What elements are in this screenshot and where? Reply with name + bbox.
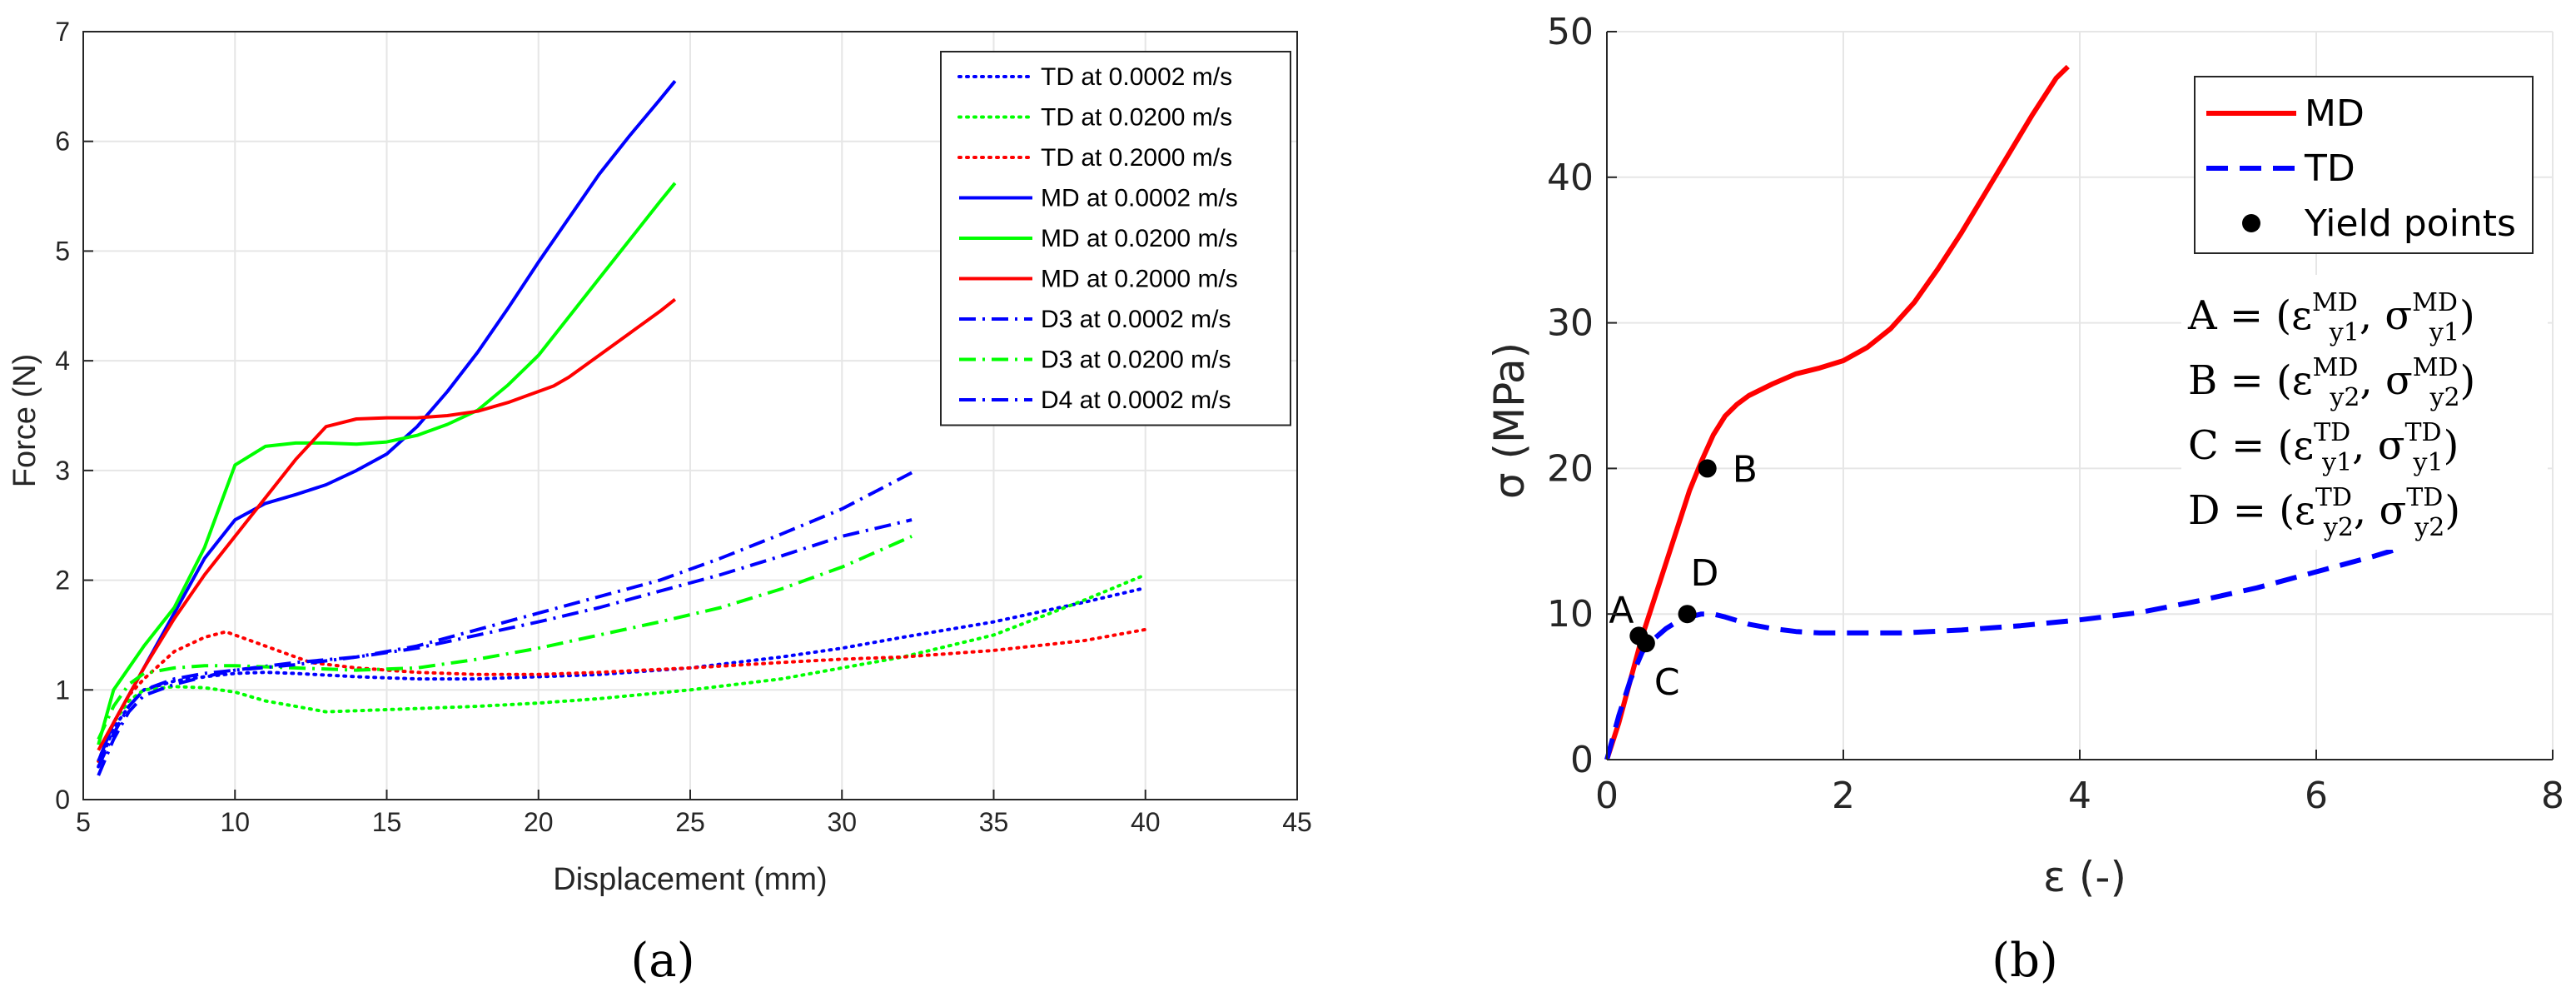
panel-b-yield-points: A B C D [1609, 448, 1758, 704]
panel-a-legend-label: TD at 0.0200 m/s [1041, 104, 1232, 132]
panel-b-ticks: 0 2 4 6 8 0 10 20 30 40 50 [1547, 11, 2564, 817]
panel-b-label: (b) [1992, 934, 2058, 988]
panel-b-yield-point-marker [1636, 634, 1655, 653]
panel-a-y-tick-label: 7 [55, 17, 70, 47]
panel-b-y-tick-label: 0 [1570, 739, 1594, 781]
panel-b-equation: D = (εTD y2, σTD y2) [2188, 483, 2460, 542]
panel-a-series-line [97, 297, 677, 751]
panel-a-legend: TD at 0.0002 m/s TD at 0.0200 m/s TD at 0.… [940, 51, 1291, 426]
panel-b-y-tick-label: 50 [1547, 11, 1594, 53]
panel-a-x-tick-label: 35 [979, 807, 1009, 837]
panel-b-y-tick-label: 40 [1547, 157, 1594, 199]
panel-b-yield-point-label: D [1691, 552, 1719, 595]
panel-a-y-tick-label: 5 [55, 236, 70, 266]
panel-a-x-axis-label: Displacement (mm) [553, 862, 827, 897]
panel-a-y-tick-label: 6 [55, 127, 70, 157]
panel-b-yield-point-label: A [1609, 589, 1634, 631]
panel-a-x-tick-label: 45 [1282, 807, 1312, 837]
panel-b-series [1604, 64, 2424, 760]
panel-a-legend-label: MD at 0.0200 m/s [1041, 225, 1238, 252]
panel-b-y-tick-label: 20 [1547, 447, 1594, 490]
panel-a-series-line [97, 80, 677, 762]
panel-b-equations: A = (εMD y1, σMD y1) B = (εMD y2, σMD y2) C = … [2181, 275, 2548, 550]
panel-a-y-tick-label: 2 [55, 566, 70, 596]
panel-b-equation: A = (εMD y1, σMD y1) [2187, 288, 2475, 347]
panel-b-legend: MD TD Yield points [2194, 76, 2534, 254]
panel-b-y-tick-label: 30 [1547, 302, 1594, 345]
panel-b-chart: A B C D 0 2 4 6 8 0 10 20 30 40 50 ε (-) σ (MPa) MD TD… [1485, 11, 2564, 988]
panel-b-y-tick-label: 10 [1547, 593, 1594, 636]
panel-a-series-line [97, 573, 1147, 763]
panel-a-x-tick-label: 10 [220, 807, 250, 837]
panel-a-legend-label: D3 at 0.0200 m/s [1041, 346, 1231, 374]
panel-a-series-line [97, 586, 1147, 769]
panel-b-equation: C = (εTD y1, σTD y1) [2188, 418, 2459, 477]
panel-a-x-tick-label: 15 [372, 807, 402, 837]
panel-b-yield-point-marker [1678, 605, 1697, 624]
panel-a-x-tick-label: 25 [675, 807, 705, 837]
panel-a-series-line [97, 471, 913, 768]
panel-b-yield-point-label: C [1654, 661, 1680, 704]
panel-b-series-td-line [1604, 538, 2424, 760]
panel-b-legend-swatch [2242, 214, 2260, 232]
panel-b-x-tick-label: 6 [2305, 775, 2328, 817]
panel-a-y-tick-label: 0 [55, 785, 70, 815]
panel-b-series-md-line [1604, 64, 2070, 760]
panel-b-x-tick-label: 2 [1832, 775, 1855, 817]
panel-b-x-tick-label: 4 [2068, 775, 2091, 817]
panel-a-y-tick-label: 4 [55, 346, 70, 376]
panel-b-legend-label: MD [2305, 92, 2365, 135]
panel-b-legend-label: TD [2304, 147, 2355, 190]
panel-a-series [97, 80, 1147, 776]
panel-a-x-tick-label: 40 [1131, 807, 1161, 837]
panel-b-yield-point-marker [1698, 459, 1717, 478]
panel-b-x-tick-label: 8 [2541, 775, 2564, 817]
panel-b-x-axis-label: ε (-) [2043, 853, 2126, 901]
panel-b-yield-point-label: B [1733, 448, 1758, 491]
panel-a-series-line [97, 182, 677, 745]
panel-a-legend-label: TD at 0.2000 m/s [1041, 144, 1232, 172]
panel-a-x-tick-label: 20 [524, 807, 554, 837]
panel-a-x-tick-label: 30 [827, 807, 857, 837]
panel-a-label: (a) [630, 934, 694, 988]
panel-b-x-tick-label: 0 [1595, 775, 1619, 817]
panel-a-y-tick-label: 3 [55, 456, 70, 486]
panel-b-y-axis-label: σ (MPa) [1485, 342, 1534, 499]
panel-a-y-tick-label: 1 [55, 675, 70, 705]
panel-b-equation: B = (εMD y2, σMD y2) [2188, 353, 2475, 412]
panel-a-x-tick-label: 5 [76, 807, 91, 837]
panel-a-y-axis-label: Force (N) [7, 354, 42, 487]
panel-a-series-line [97, 535, 913, 740]
panel-b-legend-label: Yield points [2304, 202, 2516, 245]
panel-a-legend-label: TD at 0.0002 m/s [1041, 63, 1232, 91]
panel-a-legend-label: MD at 0.0002 m/s [1041, 185, 1238, 212]
panel-a-legend-label: D4 at 0.0002 m/s [1041, 386, 1231, 414]
panel-a-legend-label: D3 at 0.0002 m/s [1041, 306, 1231, 333]
panel-a-legend-label: MD at 0.2000 m/s [1041, 266, 1238, 293]
panel-b-equations-backdrop [2181, 275, 2548, 550]
